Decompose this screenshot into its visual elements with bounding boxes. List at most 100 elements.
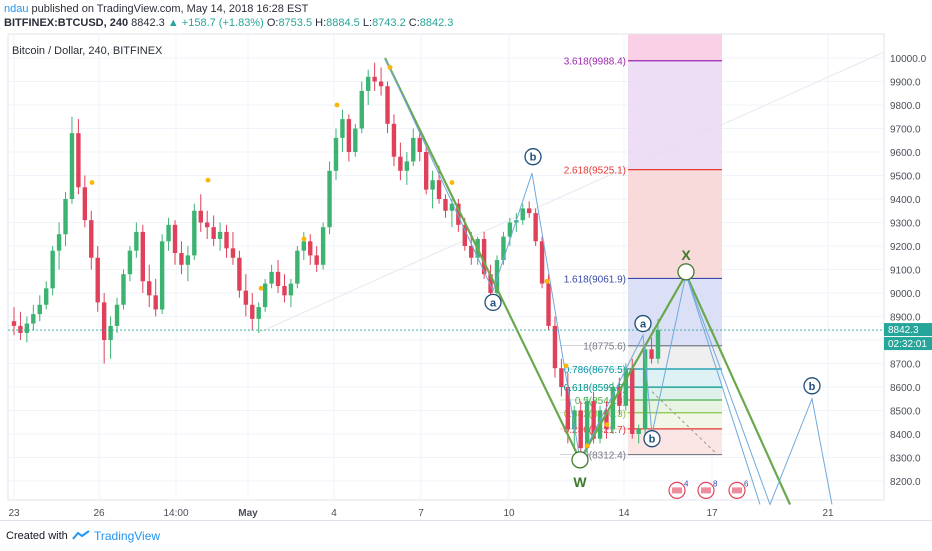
price-tick-label: 8900.0 [890,313,921,324]
wave-w-circle [571,451,589,469]
fib-band [628,412,722,429]
price-tick-label: 9700.0 [890,125,921,136]
candle-body [527,208,532,214]
wave-label-x: X [681,247,691,263]
price-tick-label: 8600.0 [890,383,921,394]
fib-band [628,387,722,400]
candle-body [37,304,42,315]
indicator-dot [584,443,590,449]
candle-body [121,274,126,305]
author-name[interactable]: ndau [4,3,29,15]
high-label: H: [315,17,327,29]
candle-body [31,314,36,324]
candle-body [320,227,326,265]
candle-body [108,325,113,340]
candle-body [462,224,467,246]
price-tick-label: 9100.0 [890,266,921,277]
candle-body [610,387,616,430]
candle-body [114,304,120,326]
wave-label-b3: b [809,381,816,393]
last-price-tag-label: 8842.3 [888,325,919,336]
candle-body [488,274,493,293]
candle-body [449,203,455,211]
close-value: 8842.3 [419,17,454,29]
candle-body [24,323,30,333]
chart-area[interactable]: 3.618(9988.4) 2.618(9525.1) 1.618(9061.9) 1… [0,32,932,519]
candle-body [217,231,223,239]
candle-body [591,401,596,439]
close-label: C: [408,17,420,29]
trend-line [259,51,885,333]
candle-body [481,238,487,275]
price-axis[interactable]: 8200.08300.08400.08500.08600.08700.08800… [884,54,932,488]
indicator-dot [89,180,95,185]
chart-header: ndau published on TradingView.com, May 1… [0,0,932,32]
fib-level-label: 0.786(8676.5) [564,365,626,376]
price-tick-label: 9000.0 [890,289,921,300]
candle-body [423,152,429,190]
candle-body [159,241,165,310]
fib-band [628,369,722,388]
fib-band [628,169,722,279]
candle-body [552,325,558,369]
fib-band [628,399,722,413]
low-label: L: [362,17,373,29]
tradingview-logo-text[interactable]: TradingView [94,529,161,543]
candle-body [404,161,410,171]
price-chart[interactable]: 3.618(9988.4) 2.618(9525.1) 1.618(9061.9) 1… [0,32,932,519]
candle-body [604,410,609,430]
candle-body [417,137,422,152]
candle-body [211,227,216,239]
indicator-dot [449,180,455,185]
candle-body [172,224,178,254]
candle-body [237,257,242,291]
event-flag-stripe [732,487,742,494]
candle-body [565,387,571,430]
candle-body [50,250,55,289]
candle-body [147,281,152,296]
chart-title: Bitcoin / Dollar, 240, BITFINEX [12,45,163,57]
candle-body [391,123,397,157]
candle-body [584,401,590,449]
fib-band [628,278,722,346]
candle-body [378,81,384,87]
candle-body [436,180,442,199]
price-tick-label: 9800.0 [890,101,921,112]
candle-body [140,231,145,282]
candle-body [82,187,88,221]
candle-body [340,119,345,138]
candle-body [623,368,628,406]
indicator-dot [205,177,211,183]
candle-body [269,271,274,284]
candle-body [11,321,17,326]
high-value: 8884.5 [326,17,360,29]
candle-body [288,283,294,296]
time-tick-label: 14 [618,508,630,518]
candle-body [95,257,100,303]
event-flag-stripe [701,487,711,494]
wave-label-a1: a [490,297,497,309]
price-tick-label: 9200.0 [890,242,921,253]
candle-body [69,133,75,199]
wave-x-circle [677,263,695,281]
time-axis[interactable]: 23 26 14:00 May 4 7 10 14 17 21 [8,508,834,519]
wave-label-b3-circle [803,377,821,395]
fib-band [628,428,722,455]
event-count-label: 8 [713,479,718,488]
price-tick-label: 9300.0 [890,219,921,230]
fib-level-label: 1(8775.6) [583,342,626,353]
candle-body [655,330,661,359]
candle-body [282,285,287,296]
publish-info: published on TradingView.com, May 14, 20… [31,3,309,15]
candle-body [617,387,622,406]
candle-body [649,349,654,359]
price-tick-label: 9400.0 [890,195,921,206]
candle-body [89,220,94,258]
time-tick-label: 7 [418,508,424,518]
plot-border [7,33,885,501]
low-value: 8743.2 [372,17,406,29]
candle-body [134,231,139,251]
publish-line: ndau published on TradingView.com, May 1… [4,3,308,15]
candle-body [398,156,403,171]
candle-body [411,137,416,162]
